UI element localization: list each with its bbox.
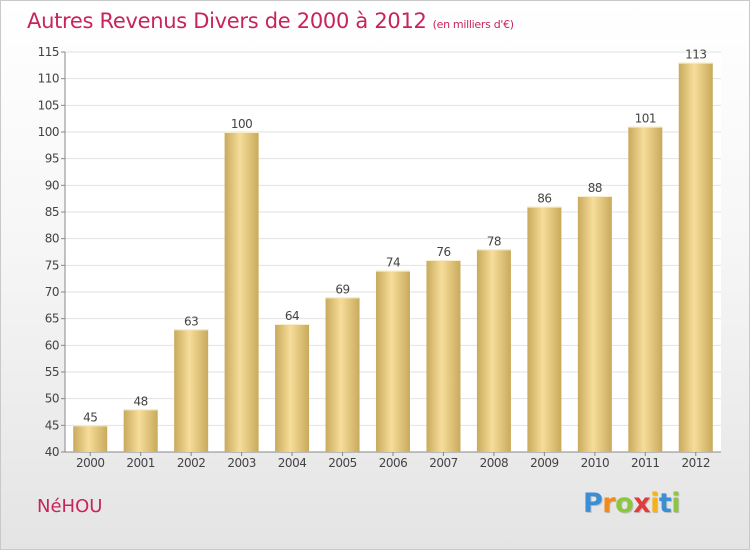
bar-value-label: 63 — [184, 314, 198, 328]
bar-value-label: 45 — [83, 410, 97, 424]
y-tick-label: 90 — [45, 178, 59, 192]
x-tick-label: 2007 — [429, 456, 458, 470]
bar — [426, 260, 461, 452]
bar — [678, 62, 713, 453]
y-tick-label: 70 — [45, 285, 59, 299]
proxiti-logo[interactable]: Proxiti — [583, 488, 681, 519]
bar — [275, 324, 310, 452]
logo-letter: i — [671, 488, 681, 519]
y-tick-label: 80 — [45, 232, 59, 246]
y-tick-label: 40 — [45, 445, 59, 459]
y-tick-label: 55 — [45, 365, 59, 379]
x-tick-label: 2001 — [126, 456, 155, 470]
y-tick-label: 50 — [45, 392, 59, 406]
y-tick-label: 85 — [45, 205, 59, 219]
bar-value-label: 113 — [685, 48, 706, 62]
bar-value-label: 69 — [335, 282, 349, 296]
x-tick-label: 2005 — [328, 456, 357, 470]
x-tick-label: 2012 — [681, 456, 710, 470]
x-tick-label: 2002 — [177, 456, 206, 470]
bar — [376, 270, 410, 452]
bar — [476, 249, 511, 452]
bar-value-label: 74 — [386, 256, 400, 270]
y-tick-label: 95 — [45, 152, 59, 166]
logo-letter: i — [650, 488, 659, 519]
x-tick-label: 2008 — [480, 456, 509, 470]
bar-value-label: 48 — [134, 394, 148, 408]
x-tick-label: 2010 — [581, 456, 610, 470]
bar-value-label: 64 — [285, 309, 299, 323]
bar — [174, 329, 209, 452]
x-tick-label: 2011 — [631, 456, 660, 470]
place-name: NéHOU — [37, 496, 103, 517]
x-tick-label: 2009 — [530, 456, 559, 470]
logo-letter: r — [602, 488, 616, 519]
y-tick-label: 65 — [45, 312, 59, 326]
y-tick-label: 75 — [45, 258, 59, 272]
chart-subtitle: (en milliers d'€) — [432, 18, 514, 31]
x-tick-label: 2006 — [379, 456, 408, 470]
y-tick-label: 110 — [38, 72, 59, 86]
logo-letter: o — [615, 488, 634, 519]
x-tick-label: 2003 — [227, 456, 256, 470]
bar — [325, 297, 360, 452]
y-tick-label: 100 — [38, 125, 59, 139]
bar-value-label: 78 — [487, 234, 501, 248]
bar — [73, 425, 108, 452]
logo-letter: P — [583, 488, 603, 519]
bar — [577, 196, 612, 452]
logo-letter: t — [658, 488, 672, 519]
bar — [224, 132, 259, 452]
y-tick-label: 45 — [45, 418, 59, 432]
bar-value-label: 86 — [537, 192, 551, 206]
logo-letter: x — [633, 488, 651, 519]
y-tick-label: 115 — [38, 45, 59, 59]
bar-value-label: 101 — [635, 112, 656, 126]
chart-title-text: Autres Revenus Divers de 2000 à 2012 — [27, 9, 427, 33]
chart-title: Autres Revenus Divers de 2000 à 2012 (en … — [27, 9, 514, 33]
x-tick-label: 2000 — [76, 456, 105, 470]
bar — [527, 206, 562, 452]
bar — [123, 409, 158, 452]
bar-value-label: 76 — [436, 245, 450, 259]
bar-value-label: 100 — [231, 117, 252, 131]
bar-value-label: 88 — [588, 181, 602, 195]
y-tick-label: 105 — [38, 98, 59, 112]
y-tick-label: 60 — [45, 338, 59, 352]
bar — [628, 126, 663, 453]
x-tick-label: 2004 — [278, 456, 307, 470]
